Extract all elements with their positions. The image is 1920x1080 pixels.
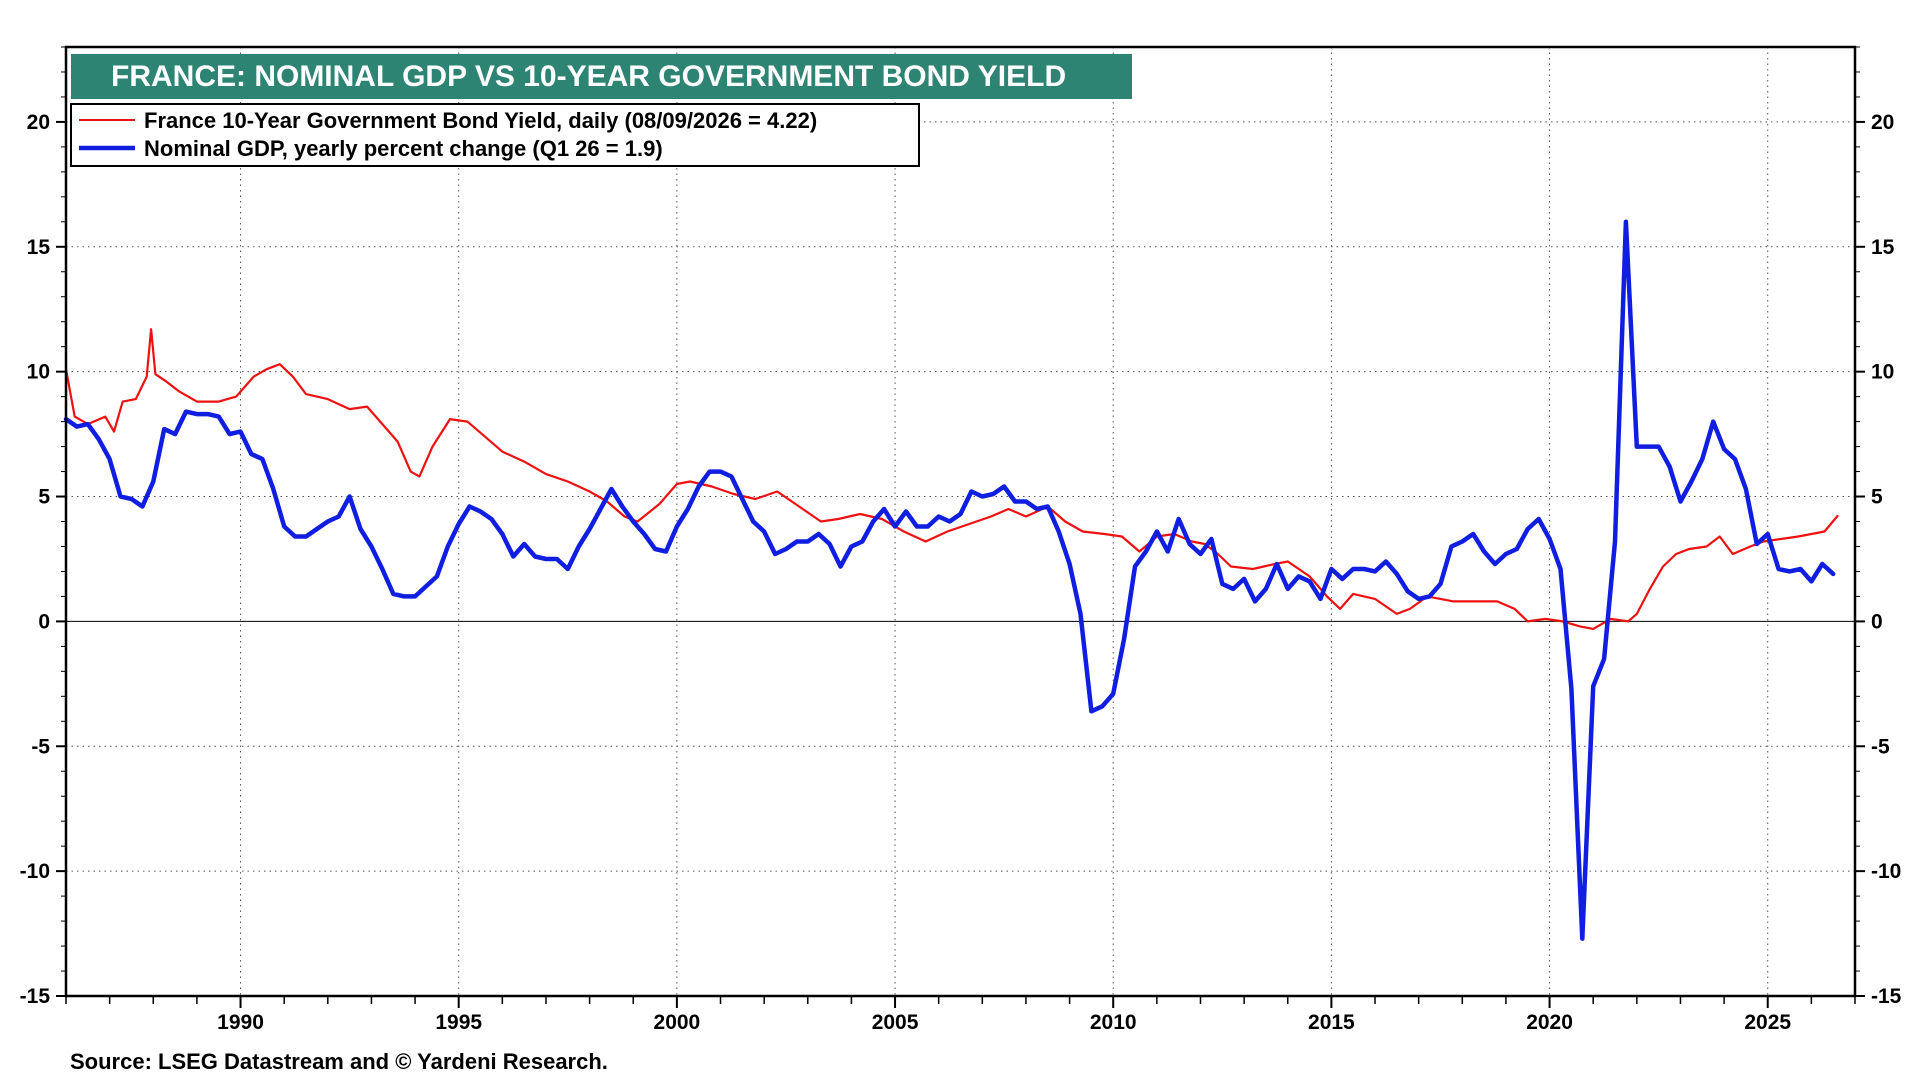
- x-tick-label: 2000: [654, 1011, 701, 1034]
- y-axis-right: -15 -10 -5 0 5 10 15 20: [1855, 46, 1902, 1008]
- x-tick-label: 2010: [1090, 1011, 1137, 1034]
- y-axis-left: -15 -10 -5 0 5 10 15 20: [20, 46, 66, 1008]
- y-tick-label-right: 10: [1871, 361, 1894, 384]
- y-tick-label-left: 0: [38, 610, 50, 633]
- x-axis: 1990 1995 2000 2005 2010 2015 2020 2025: [65, 996, 1856, 1034]
- chart-title-box: FRANCE: NOMINAL GDP VS 10-YEAR GOVERNMEN…: [71, 54, 1132, 99]
- legend-label-bond-yield: France 10-Year Government Bond Yield, da…: [144, 108, 817, 133]
- legend-label-nominal-gdp: Nominal GDP, yearly percent change (Q1 2…: [144, 136, 663, 161]
- y-tick-label-right: -15: [1871, 985, 1902, 1008]
- y-tick-label-right: -5: [1871, 735, 1890, 758]
- y-tick-label-right: 20: [1871, 111, 1894, 134]
- y-tick-label-left: 20: [27, 111, 50, 134]
- chart-title: FRANCE: NOMINAL GDP VS 10-YEAR GOVERNMEN…: [111, 60, 1066, 93]
- series-line-bond-yield: [64, 328, 1839, 630]
- x-tick-label: 2015: [1308, 1011, 1355, 1034]
- x-tick-label: 2020: [1526, 1011, 1573, 1034]
- y-tick-label-right: 0: [1871, 610, 1883, 633]
- y-tick-label-left: -5: [31, 735, 50, 758]
- y-tick-label-left: 10: [27, 361, 50, 384]
- series-line-nominal-gdp: [63, 219, 1836, 941]
- source-note: Source: LSEG Datastream and © Yardeni Re…: [70, 1049, 608, 1074]
- legend-box: [70, 103, 920, 167]
- y-tick-label-left: -15: [20, 985, 51, 1008]
- y-tick-label-left: 15: [27, 236, 51, 259]
- x-tick-label: 1995: [435, 1011, 482, 1034]
- y-tick-label-right: -10: [1871, 860, 1901, 883]
- y-tick-label-left: -10: [20, 860, 50, 883]
- x-tick-label: 2005: [872, 1011, 919, 1034]
- y-tick-label-right: 5: [1871, 486, 1883, 509]
- title-background: [71, 54, 1132, 99]
- x-tick-label: 2025: [1744, 1011, 1791, 1034]
- y-tick-label-left: 5: [38, 486, 50, 509]
- y-tick-label-right: 15: [1871, 236, 1895, 259]
- x-tick-label: 1990: [217, 1011, 264, 1034]
- legend: France 10-Year Government Bond Yield, da…: [70, 103, 920, 167]
- series-layer: [63, 219, 1839, 941]
